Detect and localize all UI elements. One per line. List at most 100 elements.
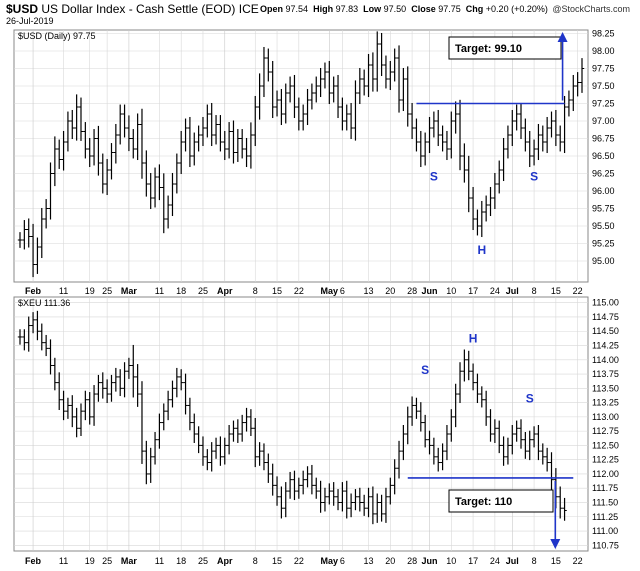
y-tick-label: 97.25 — [592, 99, 615, 109]
x-tick-label: 20 — [385, 556, 395, 566]
x-tick-label: 17 — [468, 286, 478, 296]
x-tick-label: Jun — [422, 286, 438, 296]
x-tick-label: 28 — [407, 556, 417, 566]
change-value: +0.20 (+0.20%) — [485, 4, 548, 14]
y-tick-label: 111.25 — [592, 512, 618, 522]
symbol: $USD — [6, 2, 39, 16]
y-tick-label: 112.75 — [592, 426, 619, 436]
x-tick-label: 22 — [573, 286, 583, 296]
y-tick-label: 113.25 — [592, 398, 619, 408]
target-arrow-head — [550, 539, 561, 549]
x-tick-label: 15 — [272, 286, 282, 296]
x-tick-label: Jun — [422, 556, 438, 566]
x-tick-label: 22 — [294, 286, 304, 296]
x-tick-label: 18 — [176, 556, 186, 566]
x-tick-label: 10 — [446, 286, 456, 296]
x-tick-label: 11 — [59, 286, 68, 296]
panel-label: $USD (Daily) 97.75 — [18, 31, 96, 41]
y-tick-label: 112.25 — [592, 455, 619, 465]
y-tick-label: 97.50 — [592, 81, 615, 91]
y-tick-label: 110.75 — [592, 540, 619, 550]
y-tick-label: 111.75 — [592, 483, 618, 493]
y-tick-label: 95.50 — [592, 221, 615, 231]
y-tick-label: 113.50 — [592, 383, 619, 393]
pattern-label: S — [421, 363, 429, 377]
x-tick-label: 15 — [551, 286, 561, 296]
target-box — [448, 489, 554, 513]
pattern-label: S — [430, 170, 438, 184]
y-tick-label: 98.25 — [592, 29, 615, 39]
pattern-label: S — [526, 392, 534, 406]
x-tick-label: 18 — [176, 286, 186, 296]
y-tick-label: 96.00 — [592, 186, 615, 196]
y-tick-label: 113.75 — [592, 369, 619, 379]
x-tick-label: 15 — [551, 556, 561, 566]
x-tick-label: Apr — [217, 556, 233, 566]
y-tick-label: 96.50 — [592, 151, 615, 161]
panel-label: $XEU 111.36 — [18, 298, 70, 308]
high-label: High — [313, 4, 334, 14]
y-tick-label: 112.50 — [592, 440, 619, 450]
x-tick-label: Jul — [506, 286, 519, 296]
close-label: Close — [411, 4, 436, 14]
y-tick-label: 112.00 — [592, 469, 619, 479]
pattern-label: H — [469, 332, 478, 346]
change-label: Chg — [465, 4, 484, 14]
target-box — [448, 36, 562, 60]
y-tick-label: 111.50 — [592, 497, 618, 507]
y-tick-label: 114.50 — [592, 326, 619, 336]
x-tick-label: 13 — [364, 286, 374, 296]
x-tick-label: 25 — [198, 556, 208, 566]
y-tick-label: 113.00 — [592, 412, 619, 422]
x-tick-label: Jul — [506, 556, 519, 566]
target-arrow-head — [557, 32, 568, 42]
y-tick-label: 96.25 — [592, 169, 615, 179]
x-tick-label: 8 — [532, 556, 537, 566]
x-tick-label: 8 — [253, 286, 258, 296]
x-tick-label: 10 — [446, 556, 456, 566]
x-tick-label: May — [321, 286, 339, 296]
x-tick-label: 20 — [385, 286, 395, 296]
x-tick-label: 19 — [85, 556, 95, 566]
x-tick-label: Mar — [121, 286, 138, 296]
x-tick-label: 6 — [340, 286, 345, 296]
x-tick-label: 11 — [59, 556, 68, 566]
x-tick-label: 15 — [272, 556, 282, 566]
symbol-name: US Dollar Index - Cash Settle (EOD) ICE — [41, 2, 259, 16]
x-tick-label: 11 — [155, 286, 164, 296]
x-tick-label: 25 — [102, 286, 112, 296]
x-tick-label: 28 — [407, 286, 417, 296]
y-tick-label: 95.75 — [592, 204, 615, 214]
x-tick-label: 22 — [294, 556, 304, 566]
y-tick-label: 96.75 — [592, 134, 615, 144]
x-tick-label: 6 — [340, 556, 345, 566]
pattern-label: H — [477, 243, 486, 257]
y-tick-label: 114.00 — [592, 355, 619, 365]
x-tick-label: 24 — [490, 556, 500, 566]
y-tick-label: 97.75 — [592, 64, 615, 74]
chart-date: 26-Jul-2019 — [6, 16, 54, 26]
y-tick-label: 114.75 — [592, 312, 619, 322]
x-tick-label: Apr — [217, 286, 233, 296]
x-tick-label: 25 — [198, 286, 208, 296]
x-tick-label: 24 — [490, 286, 500, 296]
x-tick-label: Mar — [121, 556, 138, 566]
low-value: 97.50 — [383, 4, 407, 14]
y-tick-label: 114.25 — [592, 341, 619, 351]
symbol-title: $USD US Dollar Index - Cash Settle (EOD)… — [6, 2, 259, 16]
pattern-label: S — [530, 170, 538, 184]
brand-watermark: @StockCharts.com — [552, 4, 630, 14]
x-tick-label: Feb — [25, 286, 42, 296]
low-label: Low — [363, 4, 382, 14]
x-tick-label: 17 — [468, 556, 478, 566]
open-label: Open — [260, 4, 284, 14]
x-tick-label: 25 — [102, 556, 112, 566]
ohlc-readout: Open 97.54 High 97.83 Low 97.50 Close 97… — [260, 4, 548, 14]
open-value: 97.54 — [285, 4, 309, 14]
y-tick-label: 115.00 — [592, 298, 619, 308]
x-tick-label: May — [321, 556, 339, 566]
high-value: 97.83 — [335, 4, 359, 14]
y-tick-label: 95.25 — [592, 239, 615, 249]
x-tick-label: Feb — [25, 556, 42, 566]
x-tick-label: 13 — [364, 556, 374, 566]
